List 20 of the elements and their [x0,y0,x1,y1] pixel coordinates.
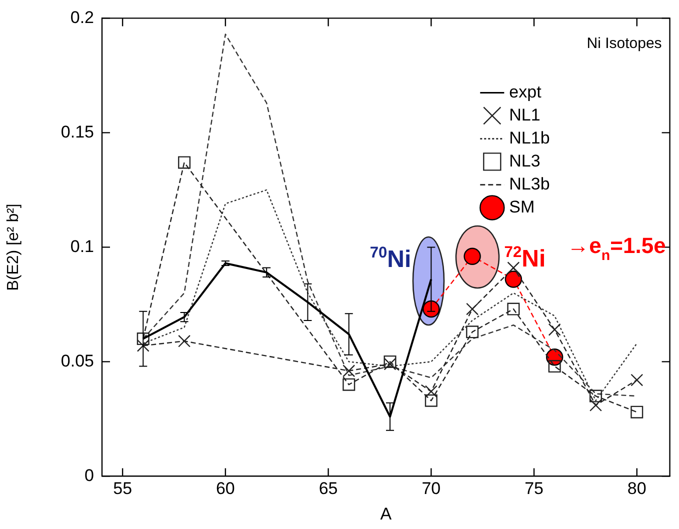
legend-label: expt [509,82,542,102]
y-axis-title: B(E2) [e² b²] [5,204,22,291]
legend-label: NL3b [509,174,550,194]
x-tick-label: 55 [113,479,132,498]
x-tick-label: 60 [216,479,235,498]
x-axis-title: A [380,504,392,524]
y-tick-label: 0.15 [60,122,94,142]
legend-label: NL3 [509,151,540,170]
y-tick-label: 0.1 [70,236,94,256]
legend-label: SM [509,197,535,216]
y-tick-label: 0 [84,466,94,485]
y-tick-label: 0.05 [60,351,94,370]
x-tick-label: 65 [318,479,338,498]
text: Ni Isotopes [586,35,662,52]
y-tick-label: 0.2 [70,8,94,27]
legend-label: NL1b [509,128,550,148]
legend-label: NL1 [509,105,540,124]
x-tick-label: 70 [422,479,441,498]
x-tick-label: 75 [524,479,544,498]
x-tick-label: 80 [627,479,646,498]
